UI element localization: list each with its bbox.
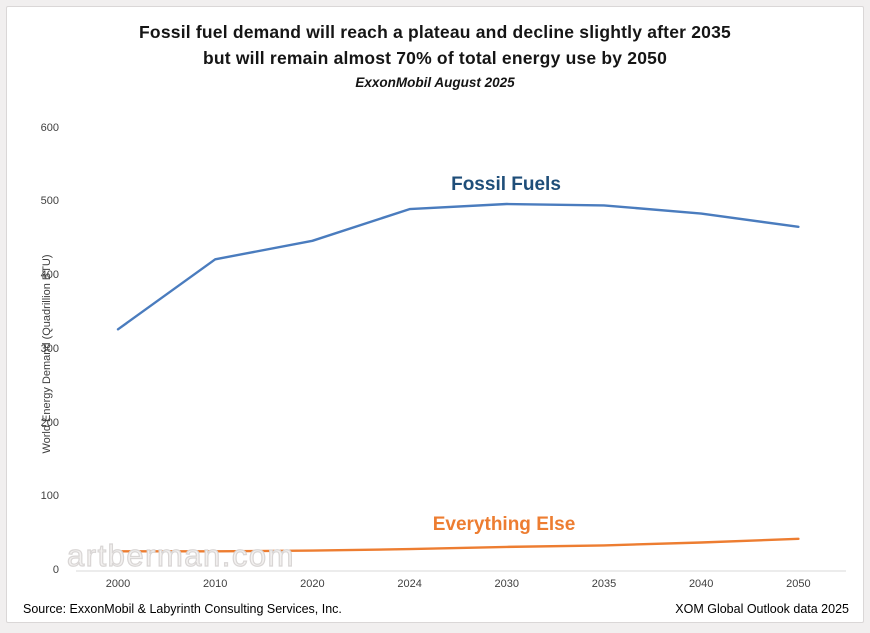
data-note: XOM Global Outlook data 2025: [675, 602, 849, 616]
chart-header: Fossil fuel demand will reach a plateau …: [7, 19, 863, 90]
y-tick-label: 600: [40, 121, 59, 134]
y-tick-label: 100: [40, 490, 59, 503]
source-attribution: Source: ExxonMobil & Labyrinth Consultin…: [23, 602, 342, 616]
line-chart: [76, 202, 846, 572]
series-label-everything-else: Everything Else: [432, 514, 576, 535]
x-tick-label: 2040: [688, 577, 714, 590]
x-tick-label: 2010: [202, 577, 228, 590]
chart-card: Fossil fuel demand will reach a plateau …: [6, 6, 864, 623]
x-tick-label: 2020: [300, 577, 325, 590]
y-tick-label: 0: [52, 564, 59, 576]
chart-title-line1: Fossil fuel demand will reach a plateau …: [139, 22, 731, 42]
chart-subtitle: ExxonMobil August 2025: [355, 74, 515, 90]
series-line-0: [116, 202, 800, 331]
y-tick-label: 500: [40, 195, 59, 208]
watermark: artberman.com: [66, 537, 295, 573]
series-label-fossil-fuels: Fossil Fuels: [451, 174, 561, 195]
chart-title-line2: but will remain almost 70% of total ener…: [203, 48, 667, 69]
series-line-1: [116, 537, 800, 553]
x-tick-label: 2000: [105, 577, 131, 590]
x-tick-label: 2035: [591, 577, 617, 590]
x-tick-label: 2030: [494, 577, 520, 590]
x-tick-label: 2050: [786, 577, 811, 590]
y-tick-label: 200: [40, 416, 59, 429]
y-tick-label: 300: [40, 342, 59, 355]
x-tick-label: 2024: [397, 577, 422, 590]
y-tick-label: 400: [40, 269, 59, 281]
